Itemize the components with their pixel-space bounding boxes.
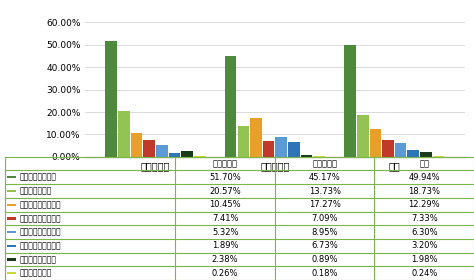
Bar (118, 111, 130, 157)
Text: 北部沿海综合经济区: 北部沿海综合经济区 (19, 214, 61, 223)
Text: 6.73%: 6.73% (311, 241, 338, 250)
FancyBboxPatch shape (7, 217, 16, 220)
Text: 7.33%: 7.33% (411, 214, 438, 223)
Bar (144, 140, 155, 157)
Text: 毕业研究生: 毕业研究生 (312, 159, 337, 168)
Bar (182, 151, 193, 157)
Text: 2.38%: 2.38% (212, 255, 238, 264)
FancyBboxPatch shape (7, 204, 16, 206)
FancyBboxPatch shape (7, 258, 16, 261)
Bar (225, 56, 237, 157)
Text: 5.32%: 5.32% (212, 228, 238, 237)
Bar (288, 142, 300, 157)
Text: 总体: 总体 (419, 159, 429, 168)
Text: 10.45%: 10.45% (210, 200, 241, 209)
Text: 49.94%: 49.94% (409, 173, 440, 182)
Text: 0.89%: 0.89% (311, 255, 338, 264)
Bar (275, 137, 287, 157)
FancyBboxPatch shape (7, 176, 16, 178)
Text: 大西南综合经济区: 大西南综合经济区 (19, 173, 56, 182)
Bar (250, 118, 262, 157)
Text: 1.98%: 1.98% (411, 255, 438, 264)
Text: 大西北综合经济区: 大西北综合经济区 (19, 255, 56, 264)
Text: 东北综合经济区: 东北综合经济区 (19, 269, 52, 278)
Text: 0.24%: 0.24% (411, 269, 438, 278)
Bar (433, 156, 444, 157)
Text: 20.57%: 20.57% (210, 186, 241, 195)
Bar (344, 45, 356, 157)
Text: 7.09%: 7.09% (311, 214, 338, 223)
Text: 黄河中游综合经济区: 黄河中游综合经济区 (19, 241, 61, 250)
Text: 6.30%: 6.30% (411, 228, 438, 237)
Bar (420, 152, 432, 157)
Text: 本科毕业生: 本科毕业生 (213, 159, 237, 168)
Bar (194, 156, 206, 157)
Text: 长江中游综合经济区: 长江中游综合经济区 (19, 228, 61, 237)
Bar (408, 150, 419, 157)
Bar (156, 145, 168, 157)
Bar (301, 155, 312, 157)
Text: 18.73%: 18.73% (408, 186, 440, 195)
Text: 8.95%: 8.95% (311, 228, 338, 237)
Text: 13.73%: 13.73% (309, 186, 341, 195)
Bar (169, 153, 180, 157)
Bar (357, 115, 368, 157)
Bar (131, 133, 142, 157)
Bar (395, 143, 406, 157)
Text: 3.20%: 3.20% (411, 241, 438, 250)
Text: 1.89%: 1.89% (212, 241, 238, 250)
Bar (382, 140, 394, 157)
FancyBboxPatch shape (7, 190, 16, 192)
Text: 51.70%: 51.70% (210, 173, 241, 182)
Text: 12.29%: 12.29% (409, 200, 440, 209)
Text: 17.27%: 17.27% (309, 200, 341, 209)
Text: 东部沿海综合经济区: 东部沿海综合经济区 (19, 200, 61, 209)
Text: 0.18%: 0.18% (311, 269, 338, 278)
Text: 南部沿海经济区: 南部沿海经济区 (19, 186, 52, 195)
FancyBboxPatch shape (7, 272, 16, 274)
Bar (237, 126, 249, 157)
Bar (370, 129, 381, 157)
FancyBboxPatch shape (7, 231, 16, 233)
Bar (263, 141, 274, 157)
Text: 7.41%: 7.41% (212, 214, 238, 223)
Text: 0.26%: 0.26% (212, 269, 238, 278)
FancyBboxPatch shape (7, 245, 16, 247)
Text: 45.17%: 45.17% (309, 173, 340, 182)
Bar (106, 41, 117, 157)
